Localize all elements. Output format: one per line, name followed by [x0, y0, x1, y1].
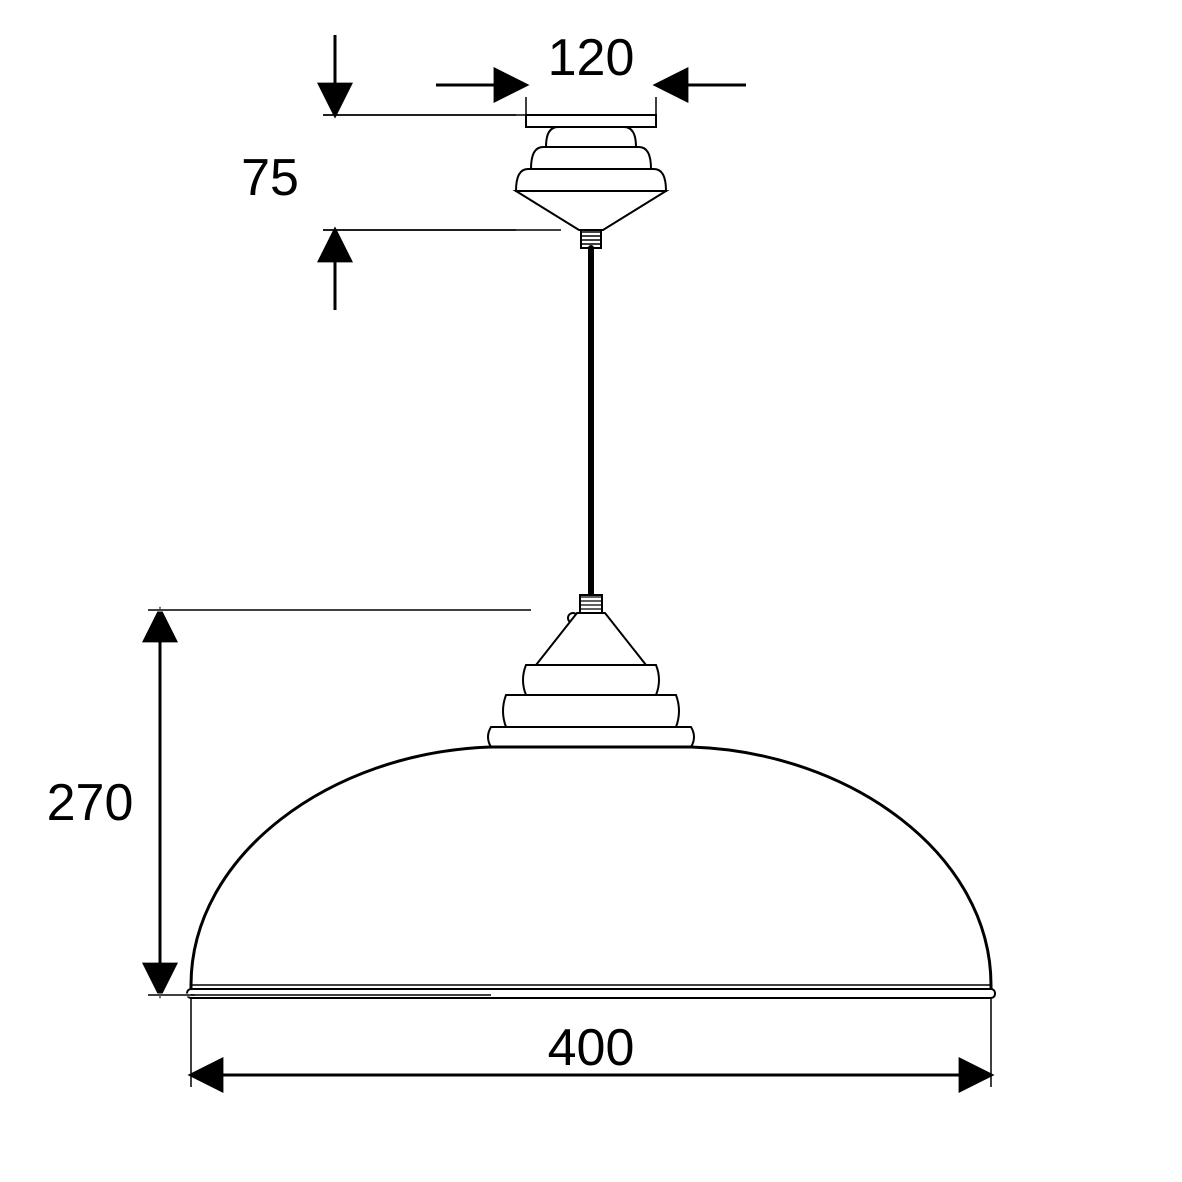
dimension-value: 270	[47, 774, 134, 832]
dimension-value: 75	[241, 149, 299, 207]
dimension-value: 400	[548, 1019, 635, 1077]
dimension-value: 120	[548, 29, 635, 87]
dimension-diagram: 400 270 120 75	[0, 0, 1182, 1182]
